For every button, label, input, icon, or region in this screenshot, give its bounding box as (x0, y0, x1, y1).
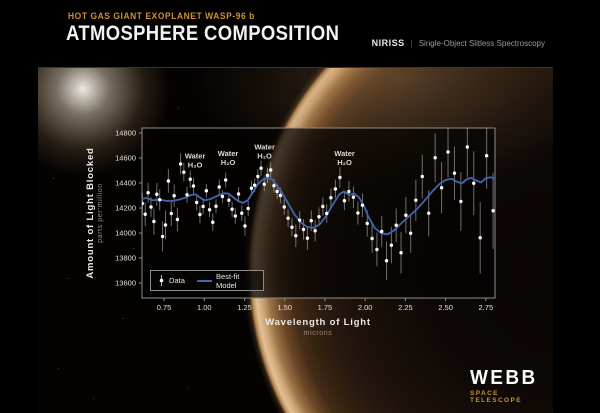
data-marker-icon (159, 275, 164, 286)
x-axis-units: microns (303, 330, 333, 337)
y-axis-label: Amount of Light Blocked (85, 147, 96, 279)
x-axis-title: Wavelength of Light microns (218, 317, 418, 337)
instrument-mode: Single-Object Slitless Spectroscopy (418, 38, 545, 48)
instrument-name: NIRISS (371, 38, 405, 48)
webb-logo: WEBB SPACE TELESCOPE (470, 367, 542, 404)
model-line-icon (196, 279, 213, 282)
caption-divider: | (410, 38, 413, 48)
legend-model-label: Best-fit Model (216, 271, 240, 290)
slide-content-area (38, 0, 553, 413)
star-field (38, 68, 39, 69)
y-axis-title: Amount of Light Blocked parts per millio… (85, 123, 113, 303)
instrument-caption: NIRISS | Single-Object Slitless Spectros… (372, 38, 545, 48)
planet-wasp96b-illustration (38, 67, 553, 413)
subtitle-kicker: HOT GAS GIANT EXOPLANET WASP-96 b (68, 11, 255, 21)
page-title: ATMOSPHERE COMPOSITION (66, 22, 340, 45)
x-axis-label: Wavelength of Light (265, 317, 371, 328)
chart-legend: Data Best-fit Model (150, 270, 264, 291)
webb-logo-subtitle: SPACE TELESCOPE (470, 390, 522, 404)
y-axis-units: parts per million (97, 183, 104, 243)
webb-logotype: WEBB (470, 367, 538, 389)
legend-data-label: Data (169, 276, 185, 285)
